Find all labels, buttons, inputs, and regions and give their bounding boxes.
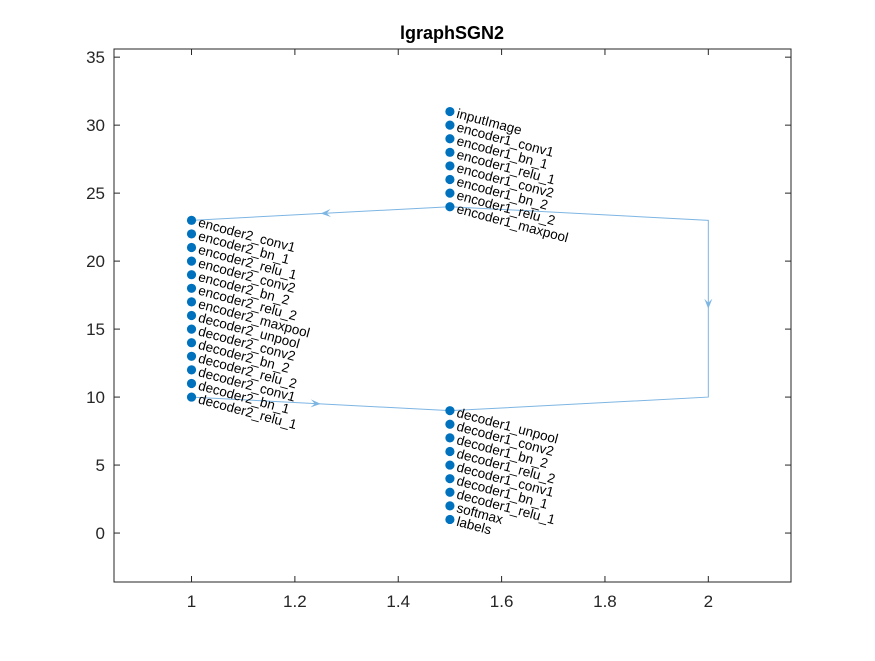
y-tick-label: 35 <box>86 48 105 67</box>
graph-node <box>186 256 197 266</box>
graph-node <box>445 406 455 416</box>
graph-node <box>186 283 197 293</box>
labels-layer: inputImageencoder1_conv1encoder1_bn_1enc… <box>197 106 570 538</box>
graph-node <box>186 229 197 239</box>
y-tick-label: 30 <box>86 116 105 135</box>
graph-node <box>186 338 197 348</box>
x-tick-label: 1.2 <box>283 592 307 611</box>
graph-node <box>186 270 197 280</box>
edge-arrowhead <box>704 298 713 309</box>
y-tick-label: 10 <box>86 388 105 407</box>
y-ticks: 0 5 10 15 20 25 30 35 <box>86 48 791 543</box>
graph-node <box>186 365 197 375</box>
x-tick-label: 1 <box>187 592 196 611</box>
y-tick-label: 5 <box>96 456 105 475</box>
graph-node <box>186 215 197 225</box>
graph-node <box>445 433 455 443</box>
x-tick-label: 2 <box>704 592 713 611</box>
graph-edge <box>191 206 450 221</box>
x-tick-label: 1.8 <box>593 592 617 611</box>
graph-node <box>445 474 455 484</box>
edge-arrowhead <box>310 399 321 408</box>
graph-node <box>186 297 197 307</box>
graph-node <box>186 310 197 321</box>
x-ticks: 1 1.2 1.4 1.6 1.8 2 <box>187 49 713 611</box>
graph-node <box>445 188 455 198</box>
edge-arrowhead <box>320 209 331 217</box>
y-tick-label: 25 <box>86 184 105 203</box>
edges-layer <box>191 206 713 412</box>
nodes-layer <box>186 106 455 525</box>
graph-node <box>445 134 455 144</box>
graph-node <box>445 460 455 470</box>
graph-node <box>445 419 455 429</box>
graph-node <box>445 147 455 157</box>
graph-node <box>445 174 455 185</box>
graph-node <box>445 161 455 171</box>
graph-node <box>445 120 455 130</box>
x-tick-label: 1.6 <box>490 592 514 611</box>
graph-node <box>445 501 455 511</box>
graph-node <box>445 446 455 457</box>
y-tick-label: 20 <box>86 252 105 271</box>
graph-node <box>445 202 455 212</box>
graph-node <box>445 514 455 525</box>
x-tick-label: 1.4 <box>386 592 410 611</box>
graph-node <box>186 242 197 253</box>
axes-box <box>113 48 792 583</box>
graph-node <box>186 351 197 361</box>
graph-node <box>186 324 197 334</box>
y-tick-label: 15 <box>86 320 105 339</box>
graph-node <box>186 378 197 389</box>
graph-node <box>445 106 455 117</box>
graph-node <box>186 392 197 402</box>
y-tick-label: 0 <box>96 524 105 543</box>
chart-title: lgraphSGN2 <box>400 23 504 43</box>
graph-node <box>445 487 455 497</box>
